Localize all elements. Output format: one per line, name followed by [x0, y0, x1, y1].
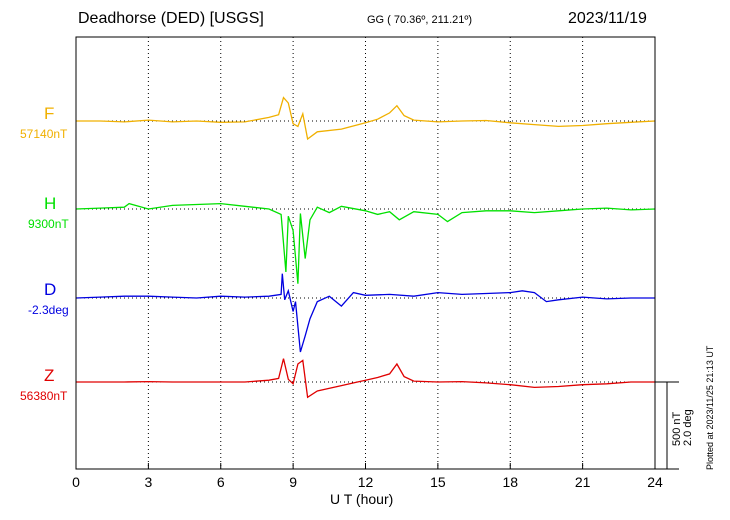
baseline-label-z: 56380nT [20, 389, 68, 403]
x-tick-label: 15 [430, 474, 446, 490]
scale-bar [655, 381, 679, 470]
x-tick-label: 6 [217, 474, 225, 490]
series-line-h [75, 202, 656, 284]
x-axis-label: U T (hour) [330, 491, 394, 507]
x-tick-label: 3 [144, 474, 152, 490]
series-line-d [75, 273, 655, 353]
x-tick-label: 21 [575, 474, 591, 490]
baseline-label-f: 57140nT [20, 127, 68, 141]
scale-deg-label: 2.0 deg [682, 409, 694, 446]
component-label-d: D [44, 280, 57, 299]
x-tick-label: 0 [72, 474, 80, 490]
station-coords: GG ( 70.36º, 211.21º) [367, 14, 473, 26]
scale-bar-label: 500 nT 2.0 deg [671, 409, 694, 446]
x-tick-label: 12 [358, 474, 374, 490]
component-label-z: Z [44, 366, 55, 385]
station-title: Deadhorse (DED) [USGS] [78, 10, 264, 27]
x-tick-label: 24 [647, 474, 663, 490]
series-line-z [76, 358, 655, 399]
date-label: 2023/11/19 [568, 10, 647, 27]
component-label-h: H [44, 194, 57, 213]
baseline-label-h: 9300nT [28, 217, 69, 231]
x-tick-label: 18 [502, 474, 518, 490]
x-axis-ticks: 0 3 6 9 12 15 18 21 24 [72, 463, 663, 490]
x-tick-label: 9 [289, 474, 297, 490]
plotted-timestamp: Plotted at 2023/11/25 21:13 UT [705, 345, 715, 470]
series-traces [75, 96, 656, 399]
baseline-label-d: -2.3deg [28, 303, 69, 317]
grid-lines [76, 37, 655, 469]
component-label-f: F [44, 104, 55, 123]
series-line-f [76, 96, 656, 141]
